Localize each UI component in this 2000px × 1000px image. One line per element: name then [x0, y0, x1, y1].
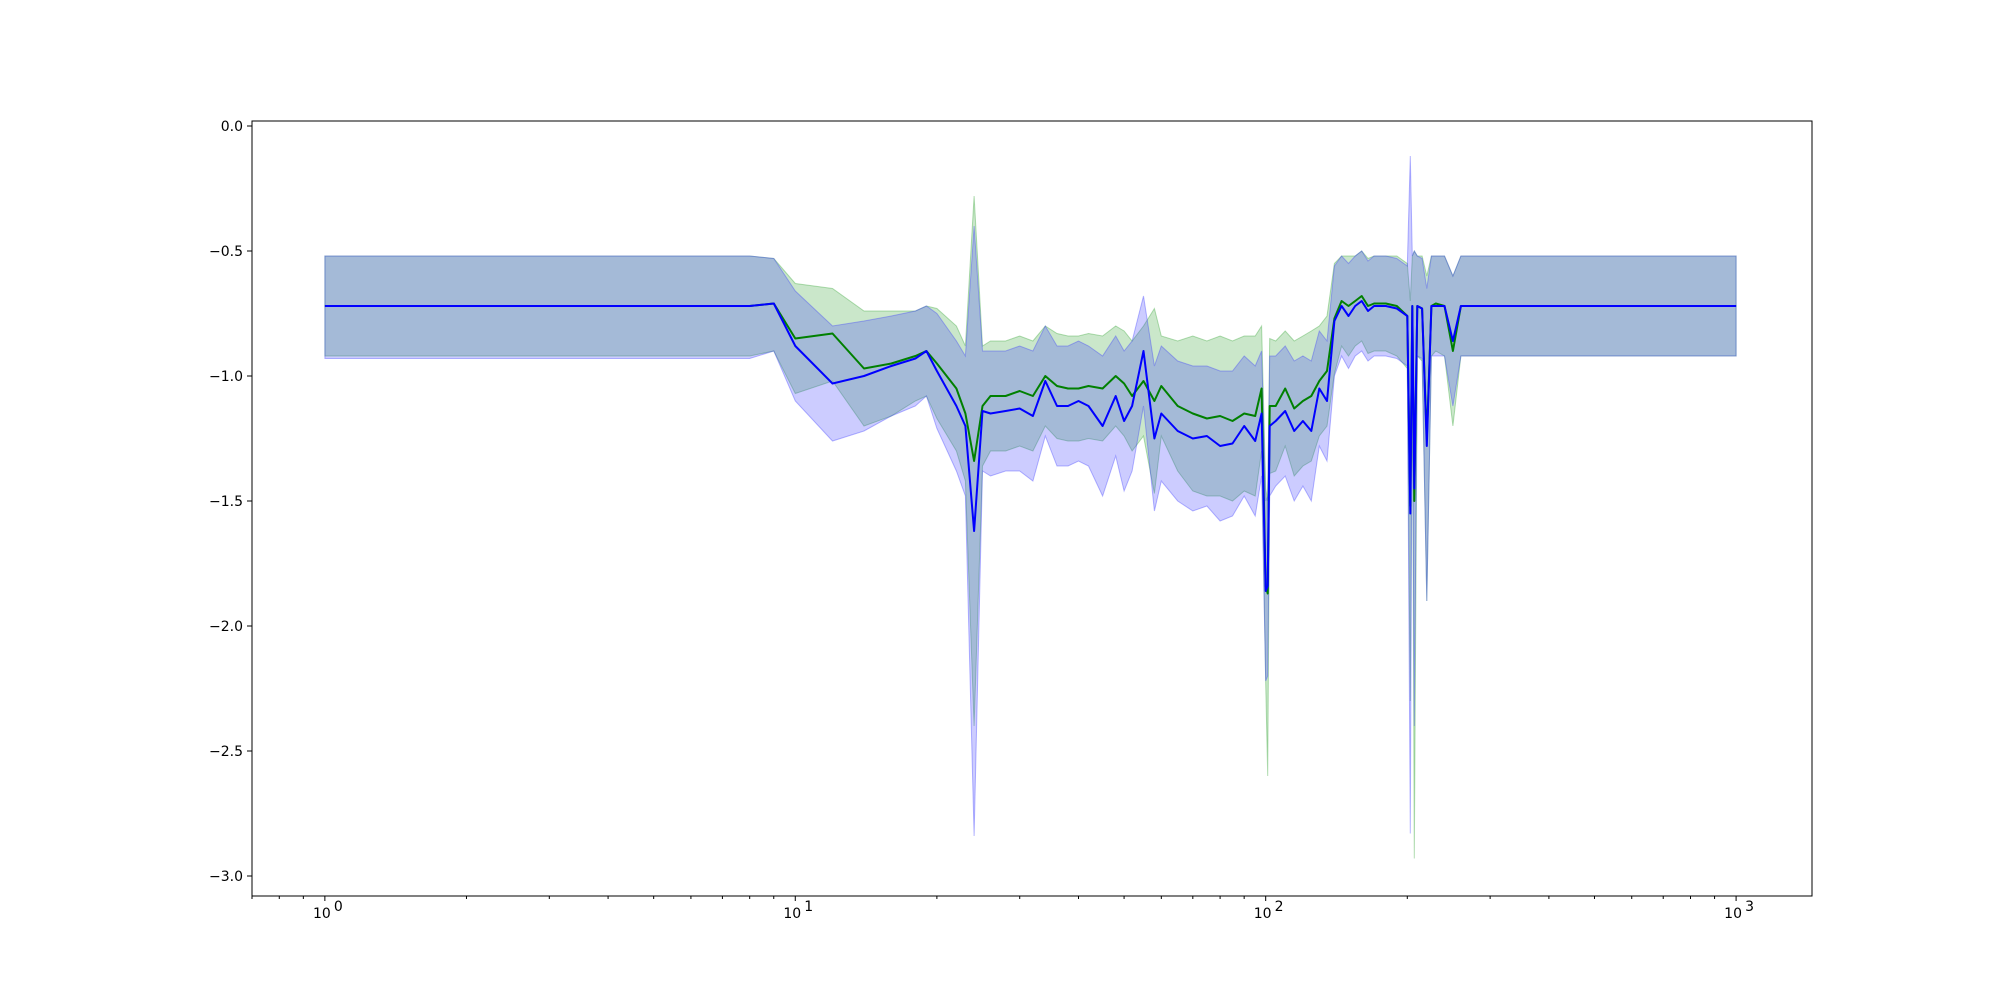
y-tick-label-0: 0.0	[221, 119, 243, 135]
y-tick-label-6: −3.0	[209, 869, 243, 885]
x-axis: 10 0 10 1 10 2 10 3	[251, 896, 1754, 922]
plot-area-frame	[251, 120, 1813, 897]
y-axis: 0.0 −0.5 −1.0 −1.5 −2.0 −2.5 −3.0	[209, 119, 252, 885]
y-tick-label-3: −1.5	[209, 494, 243, 510]
mean-lines	[324, 295, 1737, 595]
y-tick-label-5: −2.5	[209, 744, 243, 760]
series-1-line	[324, 300, 1737, 592]
y-tick-label-1: −0.5	[209, 244, 243, 260]
x-tick-label-2: 10	[1254, 906, 1272, 922]
x-tick-exponent-0: 0	[334, 899, 343, 915]
x-tick-label-1: 10	[783, 906, 801, 922]
x-tick-exponent-2: 2	[1275, 899, 1284, 915]
x-tick-label-0: 10	[313, 906, 331, 922]
series-1-band	[324, 155, 1737, 837]
series-0-band	[324, 195, 1737, 859]
x-tick-exponent-3: 3	[1745, 899, 1754, 915]
x-tick-exponent-1: 1	[804, 899, 813, 915]
confidence-bands	[324, 155, 1737, 859]
x-tick-label-3: 10	[1724, 906, 1742, 922]
y-tick-label-2: −1.0	[209, 369, 243, 385]
y-tick-label-4: −2.0	[209, 619, 243, 635]
